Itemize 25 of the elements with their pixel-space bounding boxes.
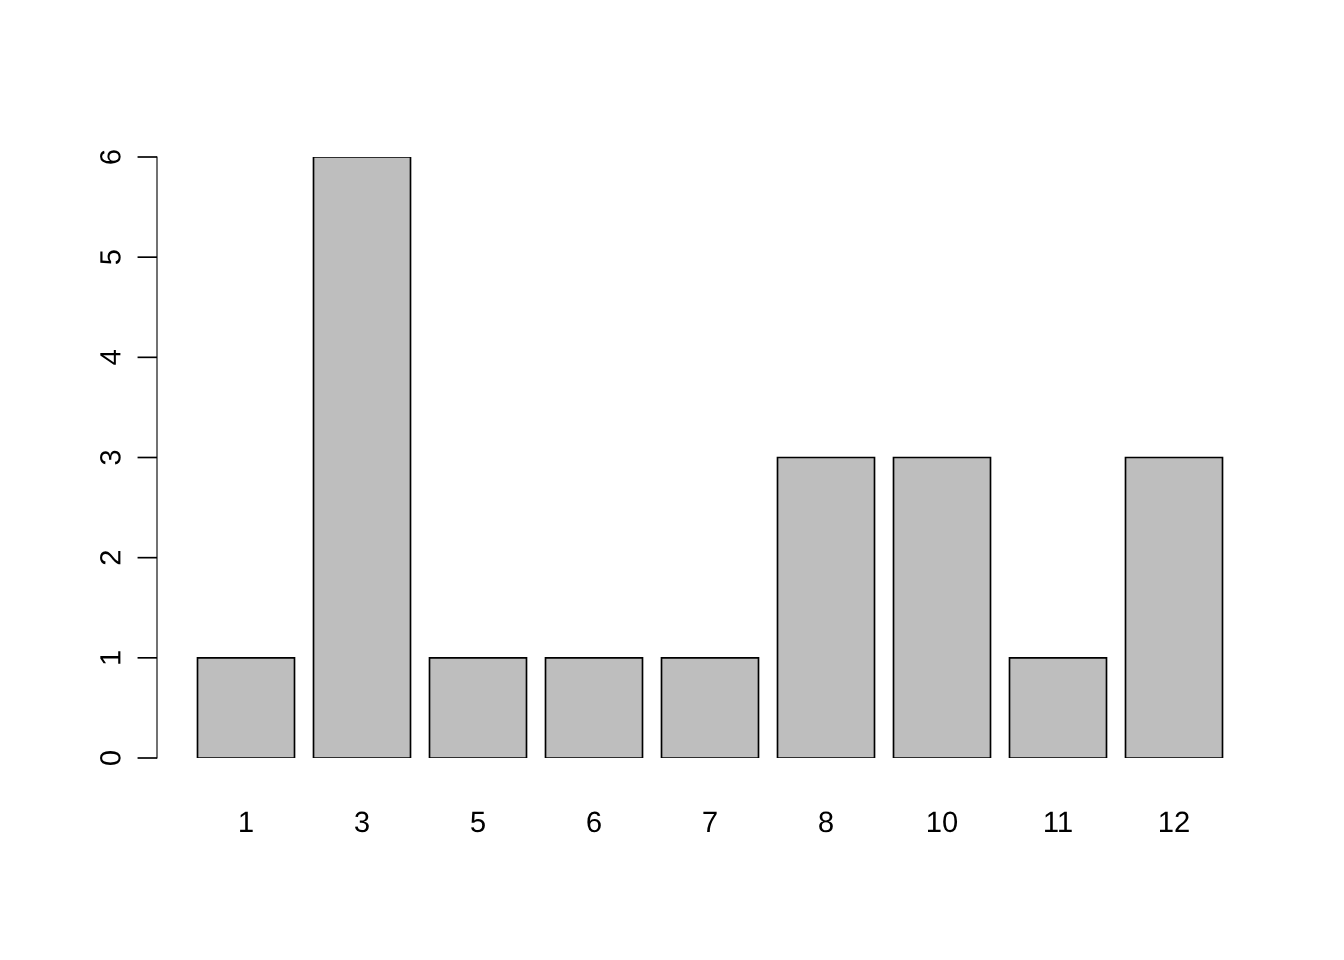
x-tick-label: 5 bbox=[471, 811, 485, 833]
y-tick-label: 5 bbox=[100, 250, 121, 265]
bar bbox=[544, 656, 644, 758]
bar bbox=[1008, 656, 1108, 758]
x-tick-label: 12 bbox=[1160, 811, 1189, 832]
y-tick-label: 3 bbox=[100, 450, 121, 465]
x-tick-label: 1 bbox=[240, 811, 253, 832]
bar bbox=[1124, 456, 1224, 758]
y-tick-label: 4 bbox=[100, 350, 121, 365]
y-tick-label: 6 bbox=[100, 150, 121, 164]
bar bbox=[776, 456, 876, 758]
x-tick-label: 11 bbox=[1045, 811, 1072, 832]
x-tick-label: 3 bbox=[355, 811, 369, 833]
bar bbox=[196, 656, 296, 758]
bar bbox=[892, 456, 992, 758]
y-tick-label: 2 bbox=[100, 551, 121, 565]
y-tick-label: 1 bbox=[100, 651, 121, 664]
y-tick-label: 0 bbox=[100, 751, 121, 765]
bar bbox=[428, 656, 528, 758]
bar bbox=[312, 157, 412, 758]
x-tick-label: 10 bbox=[928, 811, 958, 833]
bar bbox=[660, 656, 760, 758]
x-tick-label: 7 bbox=[703, 811, 717, 832]
x-tick-label: 8 bbox=[819, 811, 833, 833]
x-tick-label: 6 bbox=[587, 811, 601, 833]
